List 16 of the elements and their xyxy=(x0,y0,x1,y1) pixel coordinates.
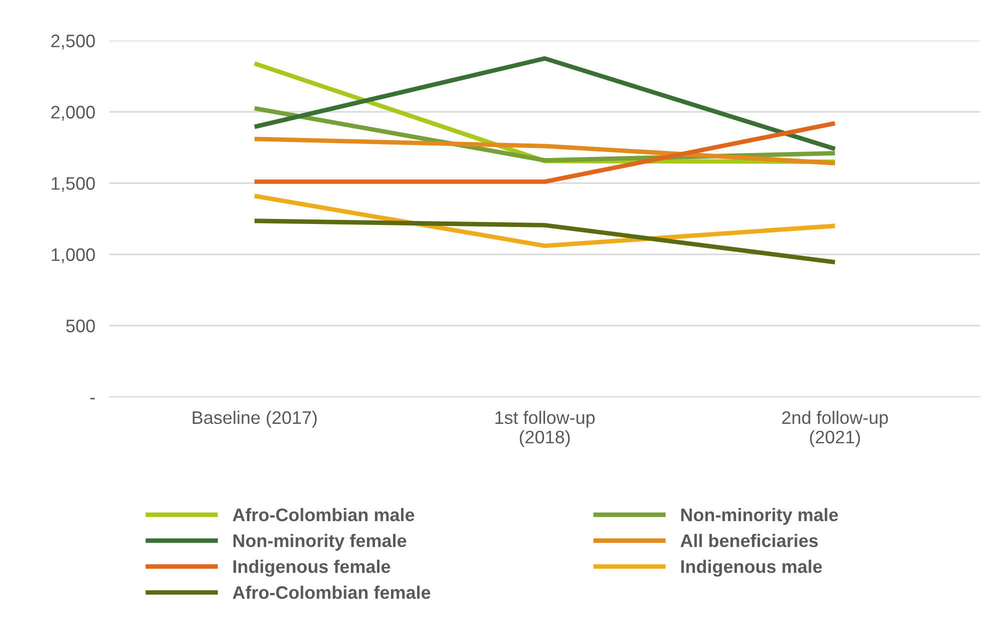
y-tick-label: 1,000 xyxy=(52,248,95,264)
x-tick-label: 1st follow-up (2018) xyxy=(495,410,595,448)
legend-label: Indigenous male xyxy=(681,560,822,577)
legend-label: All beneficiaries xyxy=(680,534,818,548)
y-tick-label: 2,000 xyxy=(51,106,95,121)
x-tick-label: Baseline (2017) xyxy=(192,410,317,428)
legend-label: Non-minority male xyxy=(681,508,838,525)
legend-label: Afro-Colombian male xyxy=(232,508,414,522)
y-tick-label: 500 xyxy=(66,320,95,332)
y-tick-label: 2,500 xyxy=(51,34,95,50)
x-tick-label: 2nd follow-up (2021) xyxy=(782,410,888,448)
y-tick-label: - xyxy=(90,398,95,400)
legend-label: Non-minority female xyxy=(233,534,406,551)
legend-label: Afro-Colombian female xyxy=(232,586,430,599)
y-tick-label: 1,500 xyxy=(52,177,95,192)
legend-label: Indigenous female xyxy=(233,560,390,577)
